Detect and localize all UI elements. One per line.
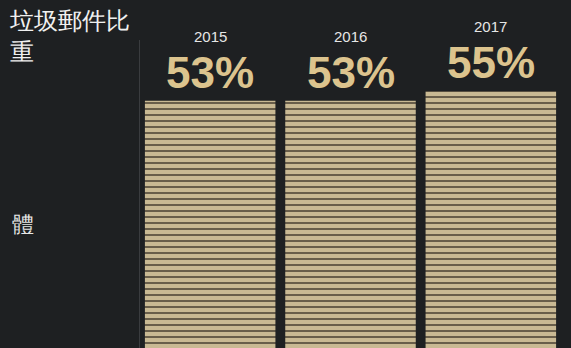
svg-text:55%: 55% <box>447 38 535 87</box>
svg-text:體: 體 <box>12 212 34 237</box>
svg-text:垃圾郵件比重: 垃圾郵件比重 <box>9 7 130 66</box>
svg-text:53%: 53% <box>166 48 254 97</box>
svg-text:2017: 2017 <box>474 18 507 35</box>
svg-text:53%: 53% <box>307 48 395 97</box>
svg-text:2015: 2015 <box>194 28 227 45</box>
svg-text:2016: 2016 <box>334 28 367 45</box>
